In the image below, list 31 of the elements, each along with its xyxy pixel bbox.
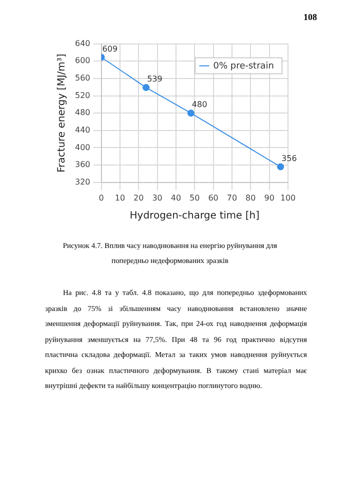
x-tick-label: 70 [226,193,238,202]
point [277,163,284,170]
y-tick-label: 360 [74,160,90,170]
x-tick-label: 40 [170,193,182,202]
y-tick-label: 640 [74,38,90,48]
point [142,84,150,92]
data-label: 480 [192,100,208,110]
y-tick-label: 320 [74,177,90,186]
x-axis-title: Hydrogen-charge time [h] [130,210,260,222]
y-tick-label: 480 [74,108,90,118]
x-tick-label: 90 [264,193,274,202]
x-tick-label: 80 [246,193,256,202]
point [187,110,194,117]
x-tick-label: 100 [280,193,296,202]
x-tick-label: 50 [190,193,200,202]
x-tick-label: 60 [208,193,218,202]
y-tick-label: 400 [74,142,90,152]
data-label: 609 [102,44,118,54]
y-tick-label: 560 [74,74,90,83]
y-tick-label: 440 [74,126,90,135]
x-tick-label: 30 [152,193,162,202]
x-tick-label: 0 [98,193,104,202]
y-tick-label: 520 [74,90,90,100]
y-axis-title: Fracture energy [MJ/m³] [56,54,68,172]
data-label: 539 [147,74,162,84]
y-tick-label: 600 [74,56,90,66]
text: 108 [304,12,317,22]
data-label: 356 [282,154,297,163]
legend-label: 0% pre-strain [213,62,274,72]
x-tick-label: 10 [114,193,126,202]
x-tick-label: 20 [134,193,144,202]
